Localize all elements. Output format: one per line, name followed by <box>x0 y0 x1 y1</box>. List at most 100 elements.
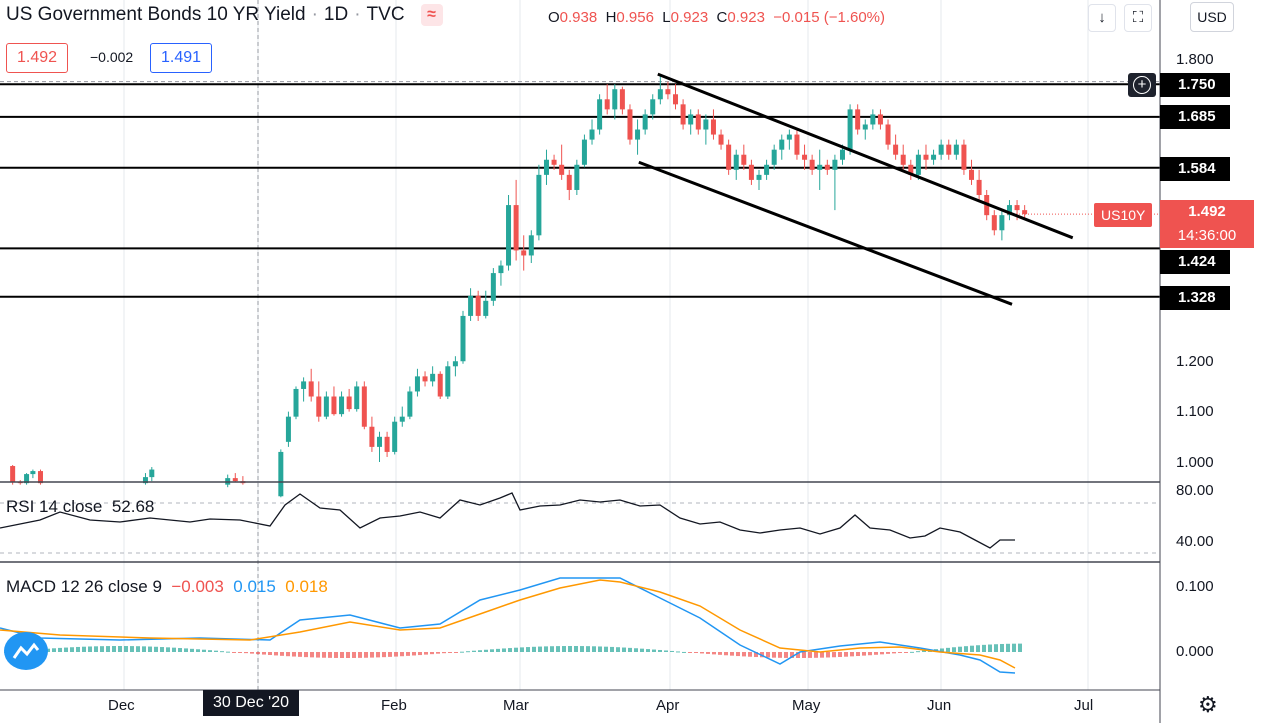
candle <box>475 290 481 321</box>
low-value: 0.923 <box>670 9 709 26</box>
candle-body <box>536 174 542 236</box>
macd-histogram-bar <box>622 647 626 652</box>
pane-separators <box>0 0 1161 723</box>
macd-histogram-bar <box>352 652 356 658</box>
macd-histogram-bar <box>778 652 782 658</box>
macd-histogram-bar <box>490 649 494 652</box>
candle-body <box>931 154 937 160</box>
macd-histogram-bar <box>922 650 926 652</box>
settings-gear-icon[interactable]: ⚙ <box>1198 692 1218 717</box>
level-label-1584: 1.584 <box>1160 157 1230 181</box>
macd-signal-value: 0.018 <box>285 577 328 596</box>
add-level-button[interactable]: + <box>1128 73 1156 97</box>
candle <box>581 134 587 168</box>
macd-legend[interactable]: MACD 12 26 close 9 −0.003 0.015 0.018 <box>6 577 328 597</box>
macd-histogram-bar <box>400 652 404 657</box>
macd-histogram-bar <box>1000 643 1004 652</box>
candle-body <box>748 164 754 180</box>
candle-body <box>953 144 959 155</box>
macd-histogram-bar <box>952 647 956 652</box>
candle <box>953 139 959 160</box>
candle-body <box>483 300 489 316</box>
candle-body <box>976 179 982 196</box>
x-label-jun: Jun <box>927 697 952 714</box>
candle <box>460 310 466 364</box>
macd-histogram-bar <box>454 652 458 653</box>
candle <box>566 169 572 201</box>
candle-body <box>779 139 785 150</box>
candle <box>885 119 891 150</box>
currency-button[interactable]: USD <box>1190 2 1234 32</box>
x-label-feb: Feb <box>381 697 407 714</box>
macd-histogram-bar <box>910 651 914 653</box>
tradingview-logo[interactable] <box>4 632 48 670</box>
last-price-value: 1.492 <box>1188 203 1226 220</box>
sell-button[interactable]: 1.492 <box>6 43 69 73</box>
rsi-legend[interactable]: RSI 14 close 52.68 <box>6 497 154 517</box>
candle <box>665 81 671 100</box>
candle-body <box>938 144 944 155</box>
macd-histogram-bar <box>676 651 680 653</box>
macd-histogram-bar <box>268 652 272 656</box>
candle-body <box>506 205 512 266</box>
y-tick-label: 1.100 <box>1176 403 1214 420</box>
separator-dot: · <box>311 4 318 25</box>
candle <box>392 416 398 455</box>
candle-body <box>839 149 845 160</box>
candle <box>407 386 413 420</box>
macd-histogram-bar <box>868 652 872 656</box>
candle <box>991 210 997 236</box>
candle-body <box>969 169 975 180</box>
symbol-title[interactable]: US Government Bonds 10 YR Yield <box>6 4 306 25</box>
candle-body <box>961 144 967 170</box>
candle <box>855 104 861 135</box>
candle <box>908 159 914 180</box>
macd-histogram-bar <box>520 647 524 652</box>
candle-body <box>688 114 694 125</box>
open-value: 0.938 <box>559 9 598 26</box>
macd-histogram-bar <box>772 652 776 658</box>
candle <box>946 139 952 160</box>
candle <box>1022 205 1028 218</box>
candle-body <box>24 474 30 484</box>
low-label: L <box>662 9 671 26</box>
macd-histogram-bar <box>688 652 692 653</box>
candle <box>483 290 489 319</box>
macd-histogram-bar <box>76 646 80 652</box>
candle-body <box>475 295 481 316</box>
macd-histogram-bar <box>256 652 260 655</box>
candle <box>779 134 785 160</box>
macd-histogram-bar <box>124 646 128 652</box>
candle-body <box>855 109 861 130</box>
download-icon[interactable]: ↓ <box>1088 4 1116 32</box>
macd-histogram-bar <box>832 652 836 658</box>
macd-histogram-bar <box>52 648 56 652</box>
buy-button[interactable]: 1.491 <box>150 43 213 73</box>
macd-histogram-bar <box>844 652 848 657</box>
macd-histogram-bar <box>742 652 746 657</box>
candle-body <box>657 89 663 100</box>
candle-body <box>142 477 148 484</box>
grid-lines <box>0 0 1160 690</box>
macd-histogram-bar <box>502 648 506 652</box>
macd-histogram-bar <box>802 652 806 658</box>
candle-body <box>915 154 921 175</box>
candle <box>597 94 603 135</box>
level-label-1424: 1.424 <box>1160 250 1230 274</box>
level-label-1750: 1.750 <box>1160 73 1230 97</box>
fullscreen-icon[interactable]: ⛶ <box>1124 4 1152 32</box>
macd-tick-label: 0.100 <box>1176 578 1214 595</box>
candle-body <box>885 124 891 145</box>
candle-body <box>37 471 43 484</box>
candle-body <box>718 134 724 145</box>
candle <box>695 109 701 135</box>
macd-histogram-bar <box>412 652 416 656</box>
interval-label[interactable]: 1D <box>323 4 349 25</box>
candle-body <box>870 114 876 125</box>
candle-body <box>680 104 686 125</box>
candle-body <box>589 129 595 140</box>
candle <box>961 139 967 175</box>
macd-histogram-bar <box>808 652 812 658</box>
market-status-icon[interactable]: ≈ <box>420 4 443 26</box>
